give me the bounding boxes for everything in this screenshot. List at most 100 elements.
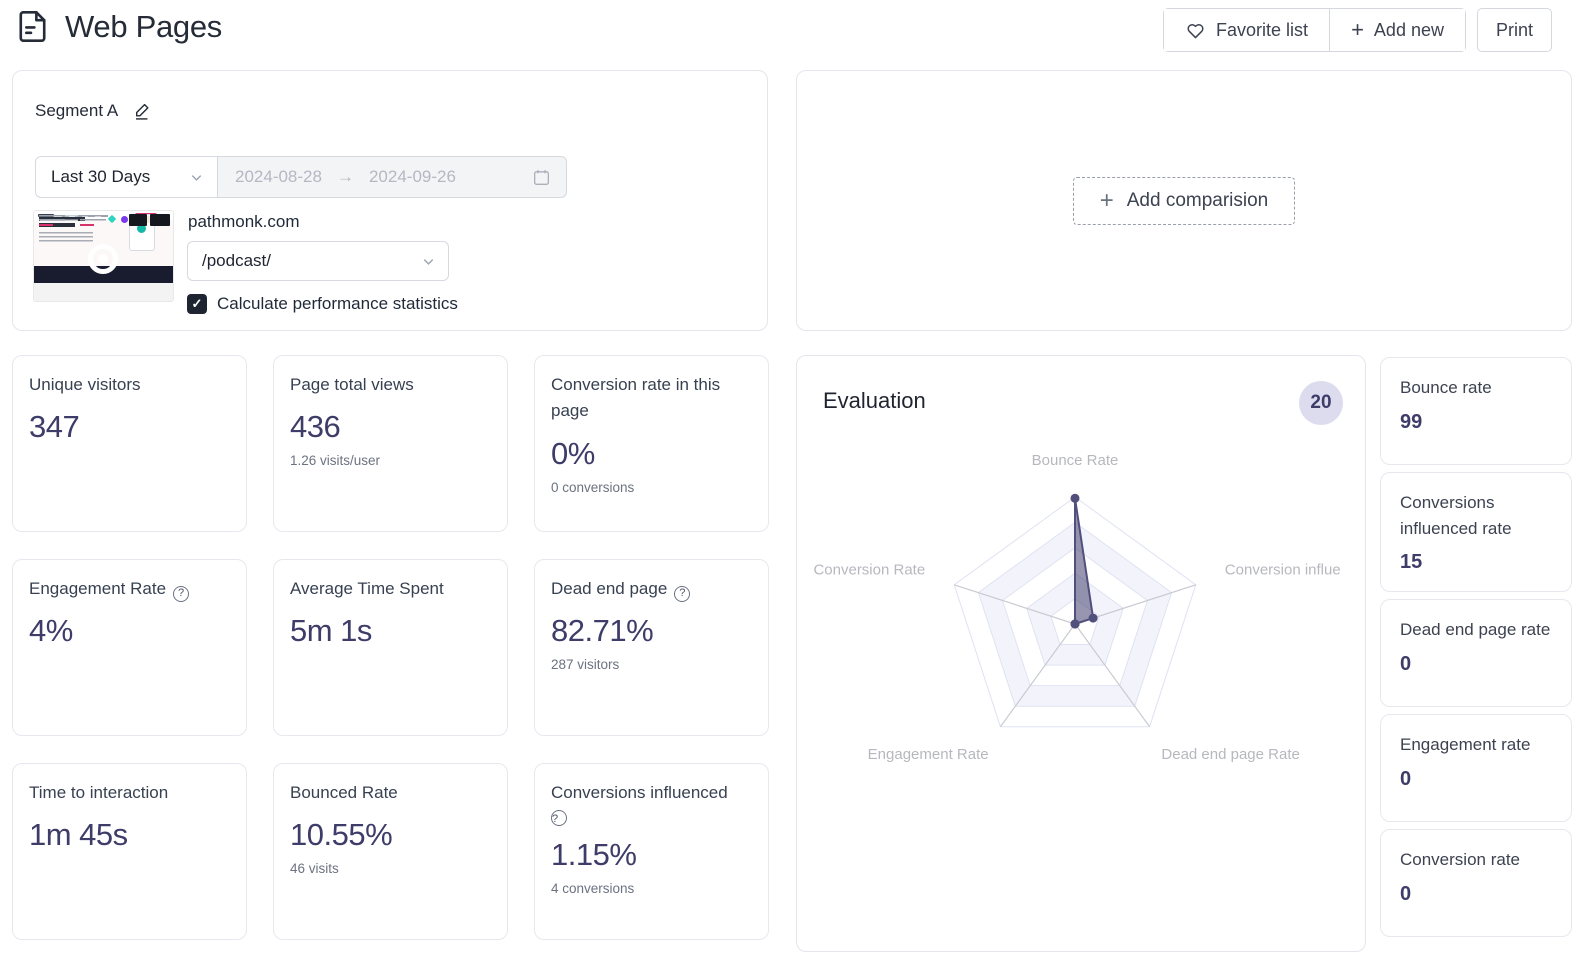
metric-title: Time to interaction bbox=[29, 783, 169, 802]
metric-card: Engagement Rate? 4% bbox=[12, 559, 247, 736]
metric-card: Bounced Rate 10.55% 46 visits bbox=[273, 763, 508, 940]
metric-value: 436 bbox=[290, 409, 341, 445]
rate-cards-column: Bounce rate 99 Conversions influenced ra… bbox=[1380, 357, 1572, 937]
radar-axis-label: Conversion influe bbox=[1225, 562, 1341, 579]
chevron-down-icon bbox=[189, 170, 204, 185]
page-header: Web Pages bbox=[14, 8, 222, 45]
header-button-group: Favorite list + Add new bbox=[1163, 8, 1466, 52]
metric-subtext: 287 visitors bbox=[551, 657, 620, 673]
segment-name: Segment A bbox=[35, 101, 119, 120]
metric-value: 82.71% bbox=[551, 613, 654, 649]
rate-label: Dead end page rate bbox=[1400, 620, 1551, 639]
site-row: pathmonk.com /podcast/ ✓ Calculate perfo… bbox=[34, 211, 458, 314]
radar-axis-label: Dead end page Rate bbox=[1161, 746, 1299, 763]
rate-label: Engagement rate bbox=[1400, 735, 1531, 754]
page-title: Web Pages bbox=[65, 8, 222, 44]
radar-axis-label: Conversion Rate bbox=[813, 562, 925, 579]
metric-title: Conversion rate in this page bbox=[551, 375, 721, 421]
thumb-band bbox=[34, 266, 173, 283]
metric-value: 5m 1s bbox=[290, 613, 372, 649]
metric-card: Page total views 436 1.26 visits/user bbox=[273, 355, 508, 532]
date-range-control: Last 30 Days 2024-08-28 → 2024-09-26 bbox=[35, 156, 567, 198]
calc-stats-checkbox-row[interactable]: ✓ Calculate performance statistics bbox=[187, 294, 458, 314]
metric-card: Conversion rate in this page 0% 0 conver… bbox=[534, 355, 769, 532]
print-label: Print bbox=[1495, 19, 1533, 40]
favorite-list-button[interactable]: Favorite list bbox=[1164, 9, 1330, 51]
metric-subtext: 46 visits bbox=[290, 861, 339, 877]
evaluation-title: Evaluation bbox=[823, 388, 926, 413]
metric-cards-grid: Unique visitors 347 Page total views 436… bbox=[12, 355, 769, 940]
rate-value: 99 bbox=[1400, 410, 1423, 433]
calendar-icon bbox=[532, 168, 551, 187]
radar-chart: Bounce Rate Conversion influe Dead end pag… bbox=[813, 452, 1341, 763]
radar-axis-label: Engagement Rate bbox=[868, 746, 989, 763]
date-start-value: 2024-08-28 bbox=[235, 167, 322, 186]
metric-value: 4% bbox=[29, 613, 73, 649]
metric-card: Dead end page? 82.71% 287 visitors bbox=[534, 559, 769, 736]
date-range-inputs[interactable]: 2024-08-28 → 2024-09-26 bbox=[218, 156, 567, 198]
help-icon[interactable]: ? bbox=[551, 810, 567, 827]
add-new-button[interactable]: + Add new bbox=[1329, 9, 1465, 51]
rate-card: Engagement rate 0 bbox=[1380, 714, 1572, 822]
metric-title: Dead end page? bbox=[551, 576, 752, 602]
date-preset-select[interactable]: Last 30 Days bbox=[35, 156, 218, 198]
date-arrow: → bbox=[336, 167, 354, 186]
website-thumbnail[interactable] bbox=[34, 211, 173, 301]
metric-subtext: 4 conversions bbox=[551, 881, 635, 897]
help-icon[interactable]: ? bbox=[674, 585, 691, 602]
evaluation-panel: Evaluation 20 Bounce Rate Conversion infl… bbox=[796, 355, 1366, 952]
rate-label: Bounce rate bbox=[1400, 378, 1492, 397]
edit-pencil-icon[interactable] bbox=[133, 102, 152, 121]
segment-panel: Segment A Last 30 Days 2024-08-28 → 2024… bbox=[12, 70, 768, 331]
header-actions: Favorite list + Add new Print bbox=[1163, 8, 1552, 52]
heart-icon bbox=[1185, 20, 1206, 41]
favorite-list-label: Favorite list bbox=[1216, 19, 1309, 40]
rate-card: Conversion rate 0 bbox=[1380, 829, 1572, 937]
segment-header: Segment A bbox=[35, 101, 152, 121]
rate-card: Bounce rate 99 bbox=[1380, 357, 1572, 465]
add-new-label: Add new bbox=[1373, 19, 1444, 40]
plus-icon: + bbox=[1351, 17, 1364, 42]
add-comparison-button[interactable]: + Add comparision bbox=[1072, 176, 1296, 225]
metric-card: Unique visitors 347 bbox=[12, 355, 247, 532]
add-comparison-label: Add comparision bbox=[1126, 189, 1269, 211]
rate-value: 0 bbox=[1400, 652, 1412, 675]
metric-value: 0% bbox=[551, 435, 595, 471]
rate-value: 15 bbox=[1400, 551, 1423, 573]
rate-card: Conversions influenced rate 15 bbox=[1380, 472, 1572, 592]
rate-value: 0 bbox=[1400, 882, 1412, 905]
rate-label: Conversions influenced rate bbox=[1400, 493, 1512, 538]
metric-title: Average Time Spent bbox=[290, 579, 444, 598]
metric-title: Page total views bbox=[290, 375, 414, 394]
date-preset-value: Last 30 Days bbox=[51, 167, 151, 186]
page-path-select[interactable]: /podcast/ bbox=[187, 241, 449, 281]
help-icon[interactable]: ? bbox=[173, 585, 190, 602]
eye-icon bbox=[88, 244, 118, 274]
metric-title: Engagement Rate? bbox=[29, 576, 230, 602]
evaluation-count-badge: 20 bbox=[1299, 381, 1343, 425]
rate-card: Dead end page rate 0 bbox=[1380, 599, 1572, 707]
metric-card: Time to interaction 1m 45s bbox=[12, 763, 247, 940]
metric-value: 347 bbox=[29, 409, 80, 445]
metric-title: Bounced Rate bbox=[290, 783, 398, 802]
metric-card: Average Time Spent 5m 1s bbox=[273, 559, 508, 736]
file-text-icon bbox=[14, 8, 51, 45]
radar-axis-label: Bounce Rate bbox=[1032, 452, 1119, 469]
comparison-panel: + Add comparision bbox=[796, 70, 1572, 331]
rate-label: Conversion rate bbox=[1400, 850, 1521, 869]
date-end-value: 2024-09-26 bbox=[368, 167, 456, 186]
thumb-footer bbox=[34, 283, 173, 301]
chevron-down-icon bbox=[421, 254, 436, 269]
checkbox-checked-icon[interactable]: ✓ bbox=[187, 294, 207, 314]
calc-stats-label: Calculate performance statistics bbox=[217, 294, 458, 313]
metric-value: 10.55% bbox=[290, 817, 393, 853]
rate-value: 0 bbox=[1400, 767, 1412, 790]
print-button[interactable]: Print bbox=[1476, 8, 1552, 52]
metric-title: Conversions influenced? bbox=[551, 783, 728, 827]
metric-subtext: 1.26 visits/user bbox=[290, 453, 381, 469]
plus-icon: + bbox=[1099, 186, 1114, 214]
page-path-value: /podcast/ bbox=[202, 251, 271, 270]
metric-card: Conversions influenced? 1.15% 4 conversi… bbox=[534, 763, 769, 940]
metric-value: 1m 45s bbox=[29, 817, 128, 853]
metric-title: Unique visitors bbox=[29, 375, 141, 394]
